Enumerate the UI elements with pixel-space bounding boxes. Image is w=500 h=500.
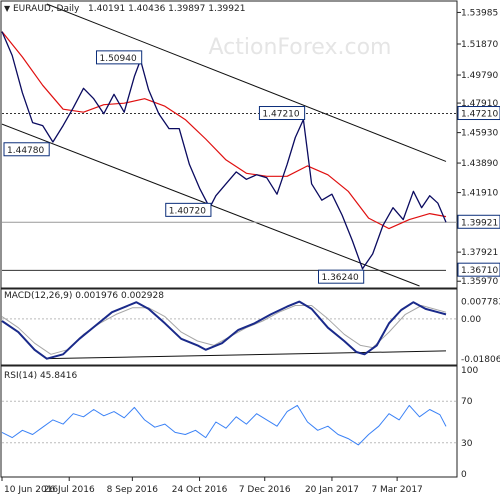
level-label-1: 1.47210 [262, 110, 299, 120]
x-tick-label-2: 8 Sep 2016 [107, 485, 159, 495]
rsi-panel [0, 365, 458, 478]
watermark: ActionForex.com [209, 35, 392, 60]
rsi-y-tick-label-2: 30 [461, 439, 473, 449]
price-y-tick-label-3: 1.47910 [461, 99, 498, 109]
macd-layer: MACD(12,26,9) 0.001976 0.002928 [1, 291, 457, 360]
price-y-tick-label-2: 1.49790 [461, 71, 498, 81]
macd-y-tick-label-0: 0.007783 [461, 298, 500, 308]
down-arrow-icon: ▼ [4, 4, 11, 13]
right-label-box-0 [457, 106, 500, 121]
x-tick-label-5: 20 Jan 2017 [305, 485, 359, 495]
macd-title: MACD(12,26,9) 0.001976 0.002928 [4, 291, 164, 301]
right-label-2: 1.36710 [461, 266, 498, 276]
right-label-box-1 [457, 214, 500, 229]
channel-upper-line [46, 3, 447, 162]
price-layer: 1.50940 1.47210 1.44780 1.40720 1.36240 [1, 3, 457, 287]
price-line [1, 31, 447, 270]
x-tick-label-6: 7 Mar 2017 [371, 485, 422, 495]
rsi-y-tick-label-1: 70 [461, 397, 473, 407]
x-tick-label-0: 10 Jun 2016 [4, 485, 58, 495]
level-label-4: 1.36240 [321, 273, 358, 283]
moving-average-line [1, 31, 447, 230]
rsi-y-tick-label-3: 0 [461, 470, 467, 480]
level-label-3: 1.40720 [169, 206, 206, 216]
level-label-4-box [317, 269, 365, 284]
price-y-tick-label-0: 1.53985 [461, 8, 498, 18]
x-tick-label-4: 7 Dec 2016 [239, 485, 291, 495]
x-tick-label-1: 26 Jul 2016 [44, 485, 95, 495]
x-tick-label-3: 24 Oct 2016 [172, 485, 228, 495]
macd-trendline [46, 350, 447, 360]
price-y-tick-label-8: 1.37921 [461, 248, 498, 258]
ohlc-values: 1.40191 1.40436 1.39897 1.39921 [88, 4, 245, 14]
price-panel [0, 0, 458, 289]
level-label-3-box [165, 202, 212, 217]
axis-layer: 1.53985 1.51870 1.49790 1.47910 1.45930 1.438… [1, 8, 500, 495]
right-label-1: 1.39921 [461, 218, 498, 228]
level-label-0-box [95, 50, 143, 65]
level-label-2-box [3, 142, 50, 157]
macd-y-tick-label-1: 0.00 [461, 315, 481, 325]
price-y-tick-label-4: 1.45930 [461, 129, 498, 139]
right-label-box-2 [457, 262, 500, 277]
rsi-y-tick-label-0: 100 [461, 366, 478, 376]
rsi-line [1, 404, 447, 446]
price-y-tick-label-10: 1.35970 [461, 277, 498, 287]
rsi-title: RSI(14) 45.8416 [4, 371, 77, 381]
rsi-layer: RSI(14) 45.8416 [1, 371, 457, 446]
macd-y-tick-label-2: -0.018064 [461, 355, 500, 365]
level-label-0: 1.50940 [99, 54, 136, 64]
chart-symbol: EURAUD, Daily [13, 4, 80, 14]
right-label-0: 1.47210 [461, 110, 498, 120]
level-label-2: 1.44780 [7, 146, 44, 156]
level-label-1-box [258, 106, 306, 121]
price-y-tick-label-5: 1.43890 [461, 159, 498, 169]
price-y-tick-label-1: 1.51870 [461, 40, 498, 50]
macd-line [1, 300, 447, 360]
price-y-tick-label-6: 1.41910 [461, 189, 498, 199]
